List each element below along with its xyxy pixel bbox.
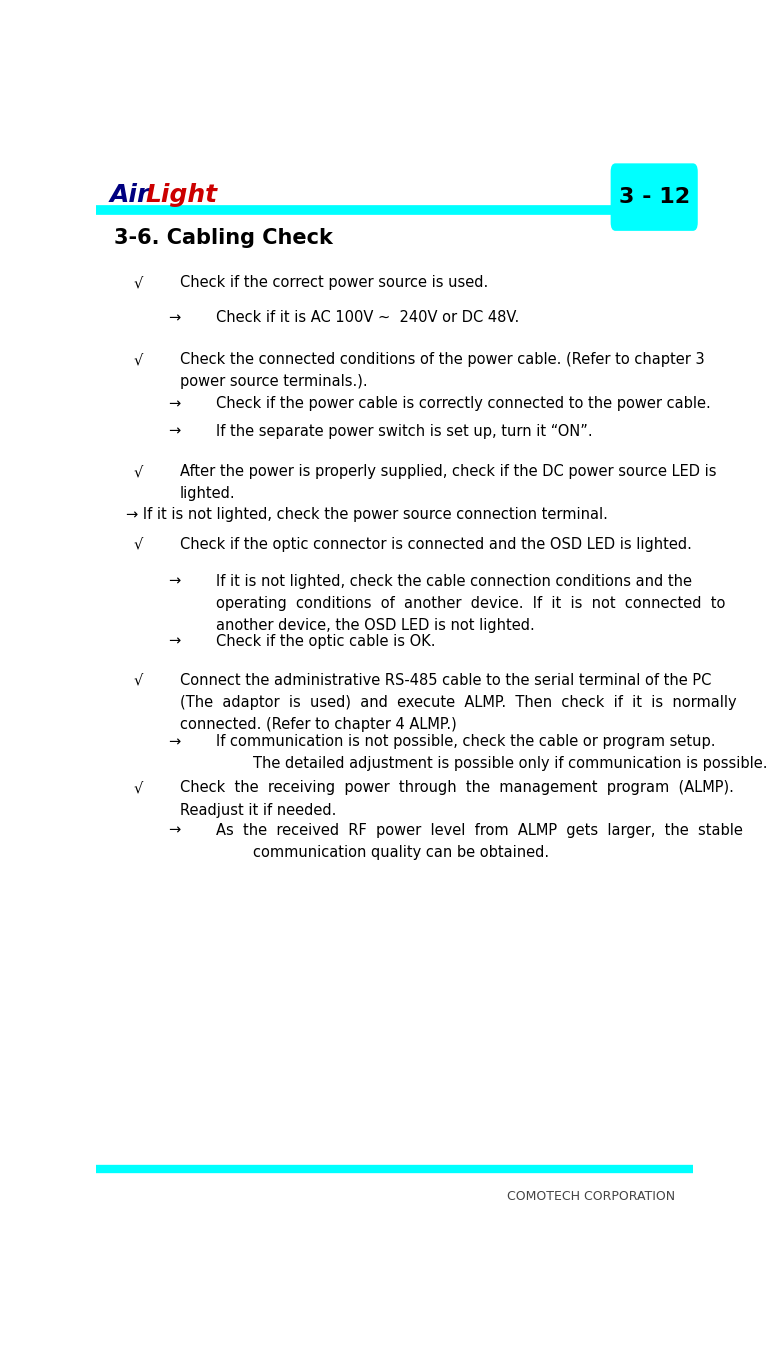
Text: Light: Light [146, 184, 217, 207]
Text: √: √ [133, 352, 142, 367]
Text: Check the connected conditions of the power cable. (Refer to chapter 3
power sou: Check the connected conditions of the po… [180, 352, 705, 389]
Text: Check if the optic connector is connected and the OSD LED is lighted.: Check if the optic connector is connecte… [180, 537, 691, 552]
Text: As  the  received  RF  power  level  from  ALMP  gets  larger,  the  stable
    : As the received RF power level from ALMP… [216, 822, 742, 860]
Text: √: √ [133, 673, 142, 688]
Text: Connect the administrative RS-485 cable to the serial terminal of the PC
(The  a: Connect the administrative RS-485 cable … [180, 673, 736, 732]
Text: →: → [168, 574, 180, 589]
Text: →: → [168, 822, 180, 837]
FancyBboxPatch shape [611, 163, 698, 232]
Text: →: → [168, 423, 180, 438]
Text: If it is not lighted, check the cable connection conditions and the
operating  c: If it is not lighted, check the cable co… [216, 574, 725, 633]
Text: Check if it is AC 100V ∼  240V or DC 48V.: Check if it is AC 100V ∼ 240V or DC 48V. [216, 310, 519, 325]
Text: →: → [168, 734, 180, 749]
Text: Air: Air [109, 184, 149, 207]
Text: √: √ [133, 464, 142, 479]
Text: If communication is not possible, check the cable or program setup.
        The : If communication is not possible, check … [216, 734, 767, 771]
Text: 3 - 12: 3 - 12 [618, 188, 690, 207]
Text: →: → [168, 310, 180, 325]
Text: → If it is not lighted, check the power source connection terminal.: → If it is not lighted, check the power … [126, 507, 608, 522]
Text: 3-6. Cabling Check: 3-6. Cabling Check [114, 227, 333, 248]
Text: Check if the correct power source is used.: Check if the correct power source is use… [180, 275, 488, 290]
Text: Check if the power cable is correctly connected to the power cable.: Check if the power cable is correctly co… [216, 396, 711, 411]
Text: If the separate power switch is set up, turn it “ON”.: If the separate power switch is set up, … [216, 423, 592, 438]
Text: √: √ [133, 537, 142, 552]
Text: Check  the  receiving  power  through  the  management  program  (ALMP).
Readjus: Check the receiving power through the ma… [180, 781, 734, 818]
Text: →: → [168, 634, 180, 649]
Text: After the power is properly supplied, check if the DC power source LED is
lighte: After the power is properly supplied, ch… [180, 464, 716, 501]
Text: Check if the optic cable is OK.: Check if the optic cable is OK. [216, 634, 435, 649]
Text: →: → [168, 396, 180, 411]
Text: √: √ [133, 275, 142, 290]
Text: √: √ [133, 781, 142, 796]
Text: COMOTECH CORPORATION: COMOTECH CORPORATION [507, 1189, 675, 1203]
